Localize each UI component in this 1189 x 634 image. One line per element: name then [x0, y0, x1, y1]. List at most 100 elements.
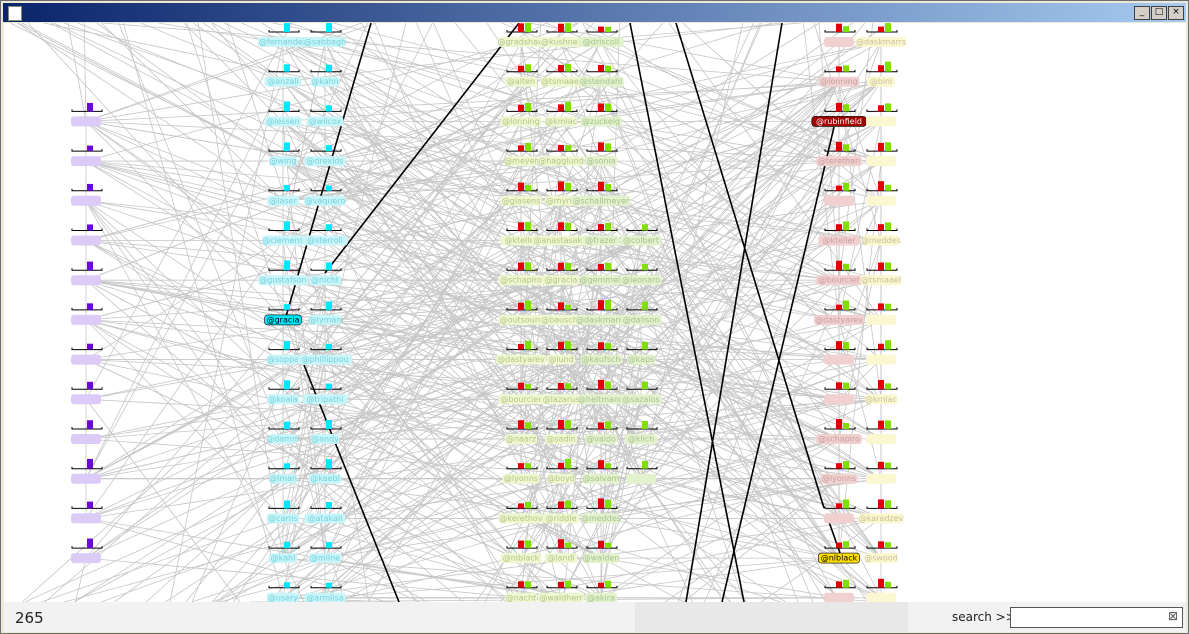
edge	[324, 81, 602, 202]
mini-chart-axis	[71, 149, 103, 152]
edge	[838, 81, 882, 400]
node-label-box	[856, 37, 906, 47]
edge	[85, 319, 522, 440]
mini-bar	[885, 61, 891, 72]
node: @laser	[266, 185, 300, 206]
edge	[520, 23, 542, 400]
mini-bar	[878, 105, 884, 112]
node-label-box	[266, 354, 300, 365]
edge	[53, 23, 840, 400]
node-label-box	[71, 513, 101, 524]
edge	[282, 279, 562, 480]
edge	[640, 359, 840, 440]
edge	[560, 359, 882, 480]
edge	[169, 41, 284, 602]
node: @lman	[268, 463, 300, 484]
edge	[282, 280, 326, 559]
node: @lyonns	[502, 463, 540, 484]
mini-bar	[558, 262, 564, 271]
edge	[838, 240, 882, 440]
edge	[185, 478, 284, 602]
node-label-box	[71, 275, 101, 286]
node: @fernandez	[258, 23, 308, 47]
mini-bar	[518, 581, 524, 588]
edge	[85, 359, 522, 559]
node-label-box	[866, 116, 896, 127]
edge	[600, 398, 882, 519]
mini-bar	[642, 301, 648, 310]
node-label: @meddes	[581, 514, 621, 523]
node-label: @kahl	[271, 554, 296, 563]
mini-bar	[87, 343, 93, 350]
edge	[324, 160, 840, 281]
node-label-box	[71, 394, 101, 405]
node-label: @glasens	[502, 196, 541, 205]
edge	[165, 160, 840, 602]
node-label-box	[498, 275, 544, 286]
node-label: @klich	[628, 435, 655, 444]
node: @schapiro	[498, 262, 544, 286]
mini-bar	[284, 260, 290, 271]
node: @nicht	[308, 262, 342, 286]
edge	[85, 240, 882, 360]
clear-icon[interactable]: ⊠	[1167, 609, 1178, 623]
node: @andy	[310, 419, 342, 444]
minimize-button[interactable]: _	[1134, 6, 1150, 20]
edge	[324, 41, 562, 321]
node-label-box	[824, 592, 854, 602]
mini-bar	[558, 501, 564, 509]
mini-bar	[878, 499, 884, 509]
node-label: @salvam	[583, 474, 620, 483]
edge	[122, 23, 284, 598]
mini-bar	[87, 183, 93, 191]
node	[71, 343, 103, 365]
node-label-box	[818, 235, 860, 246]
mini-chart-axis	[71, 268, 103, 271]
edge	[685, 23, 783, 602]
mini-bar	[843, 342, 849, 350]
node: @atakali	[304, 502, 346, 524]
mini-bar	[525, 221, 531, 231]
mini-bar	[558, 382, 564, 390]
node	[824, 579, 856, 602]
close-button[interactable]: ×	[1168, 6, 1184, 20]
mini-bar	[525, 463, 531, 469]
mini-bar	[558, 222, 564, 231]
node: @rubinfield	[811, 102, 867, 127]
mini-bar	[843, 182, 849, 191]
node: @kahl	[268, 541, 300, 564]
mini-bar	[565, 23, 571, 32]
mini-bar	[878, 262, 884, 271]
maximize-button[interactable]: □	[1151, 6, 1167, 20]
edge	[158, 23, 522, 83]
edge	[102, 23, 840, 83]
edge	[433, 23, 562, 321]
mini-bar	[326, 542, 332, 549]
node-label: @drexlds	[306, 157, 343, 166]
node-label-box	[620, 394, 662, 405]
node-label: @bauscht	[541, 315, 581, 324]
mini-bar	[598, 263, 604, 271]
node-label-box	[304, 513, 346, 524]
mini-bar	[605, 463, 611, 469]
mini-bar	[642, 264, 648, 271]
mini-bar	[598, 142, 604, 152]
mini-chart-axis	[310, 149, 342, 152]
mini-bar	[284, 221, 290, 231]
node-label-box	[304, 156, 346, 167]
node-label: @kmlac	[865, 395, 897, 404]
node-label-box	[71, 235, 101, 246]
mini-bar	[518, 463, 524, 469]
node-label-box	[500, 116, 542, 127]
edge	[600, 398, 840, 599]
mini-bar	[326, 64, 332, 72]
edge	[324, 121, 882, 400]
mini-bar	[284, 101, 290, 112]
node-label: @lyonns	[504, 474, 538, 483]
search-input[interactable]: ⊠	[1010, 607, 1183, 628]
mini-bar	[558, 145, 564, 152]
node-label-box	[498, 37, 544, 47]
node-label-box	[866, 156, 896, 167]
mini-bar	[605, 499, 611, 509]
edge	[282, 121, 522, 559]
